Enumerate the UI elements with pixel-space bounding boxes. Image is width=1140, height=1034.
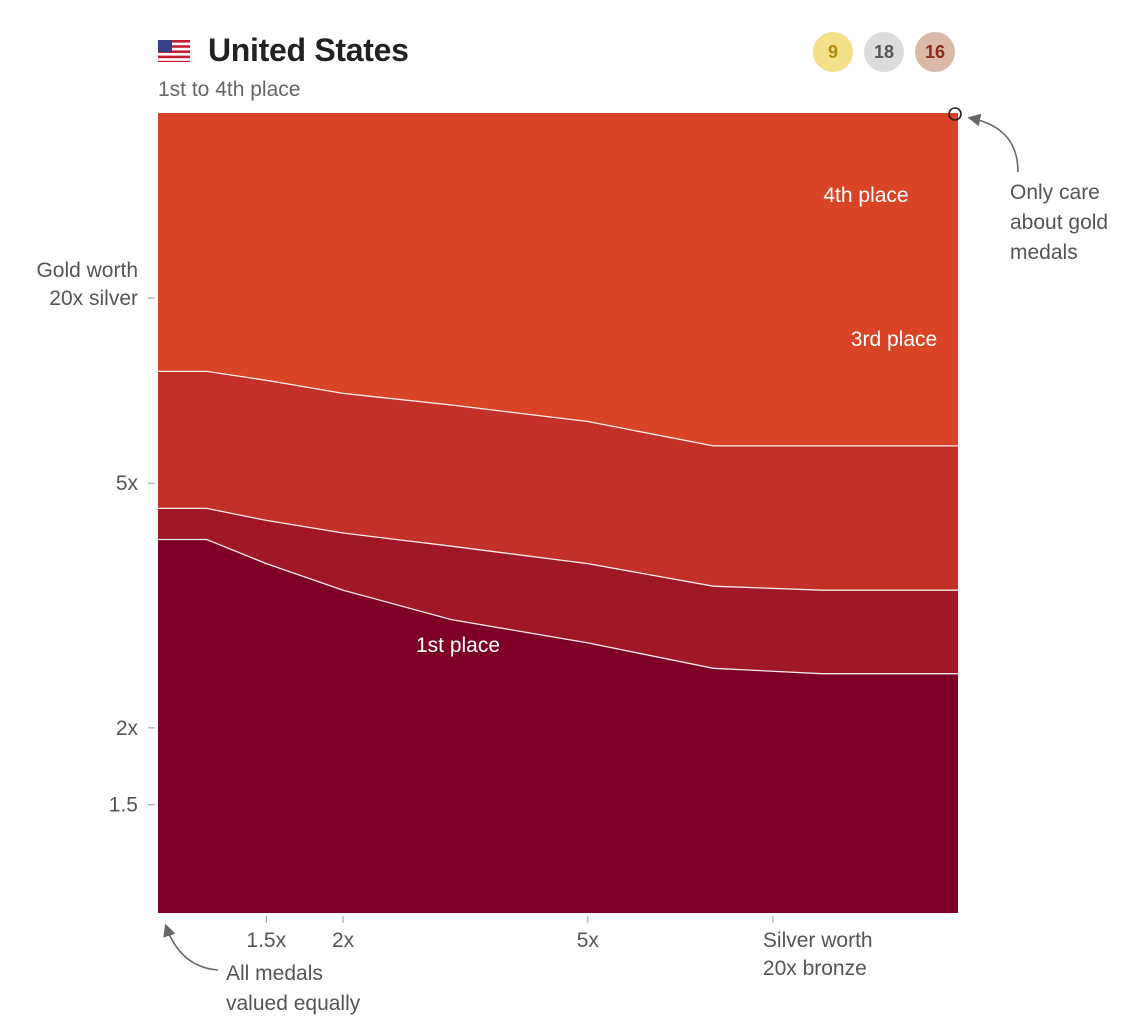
annotations: Only care about gold medals All medals value… xyxy=(163,107,1108,1015)
y-tick-label-3: Gold worth 20x silver xyxy=(36,259,138,310)
us-flag-icon xyxy=(158,40,190,62)
boundary-lines xyxy=(158,370,958,675)
silver-medal-count: 18 xyxy=(864,32,904,72)
y-tick-label-1: 2x xyxy=(116,717,139,740)
gold-medal-count: 9 xyxy=(813,32,853,72)
label-4th-place: 4th place xyxy=(823,184,908,207)
country-name: United States xyxy=(208,32,409,68)
area-3rd-place xyxy=(158,371,958,591)
gold-only-point-marker xyxy=(948,107,962,121)
boundary-line-3 xyxy=(158,370,958,447)
label-1st-place: 1st place xyxy=(416,634,500,657)
axes: 1.5 2x 5x Gold worth 20x silver 1.5x 2x 5x Silve… xyxy=(36,259,872,980)
annotation-gold-only: Only care about gold medals xyxy=(1010,181,1108,264)
annotation-equal-value: All medals valued equally xyxy=(226,962,361,1015)
y-tick-label-0: 1.5 xyxy=(109,794,138,817)
bronze-medal-count: 16 xyxy=(915,32,955,72)
area-4th-place xyxy=(158,113,958,446)
x-tick-label-0: 1.5x xyxy=(246,929,286,952)
area-1st-place xyxy=(158,539,958,913)
equal-value-arrow xyxy=(163,923,219,971)
boundary-line-2 xyxy=(158,507,958,591)
chart-subtitle: 1st to 4th place xyxy=(158,78,301,101)
chart-header: United States 1st to 4th place 9 18 16 xyxy=(158,30,958,110)
series-labels: 1st place 3rd place 4th place xyxy=(416,184,937,657)
x-tick-label-2: 5x xyxy=(577,929,600,952)
y-tick-label-2: 5x xyxy=(116,472,139,495)
boundary-line-1 xyxy=(158,538,958,675)
gold-only-arrow xyxy=(967,113,1019,173)
area-layers xyxy=(158,113,958,913)
x-tick-label-3: Silver worth 20x bronze xyxy=(763,929,873,980)
area-2nd-place xyxy=(158,508,958,674)
label-3rd-place: 3rd place xyxy=(851,328,937,351)
x-tick-label-1: 2x xyxy=(332,929,355,952)
